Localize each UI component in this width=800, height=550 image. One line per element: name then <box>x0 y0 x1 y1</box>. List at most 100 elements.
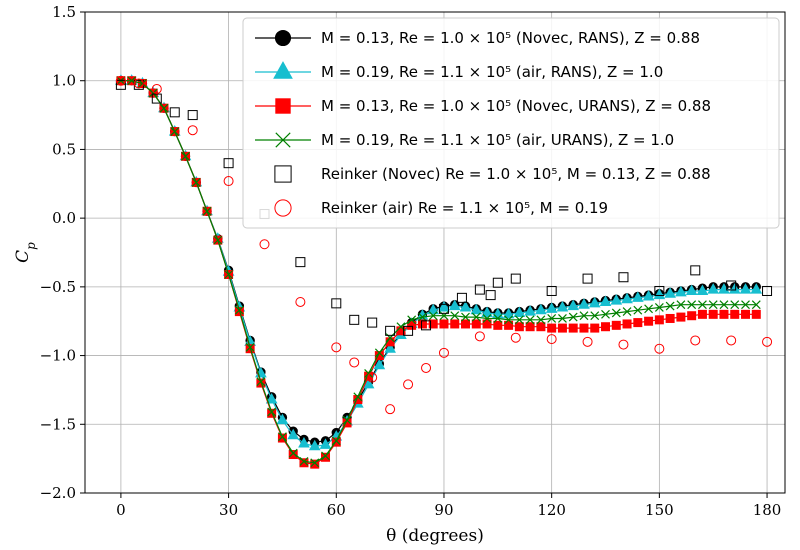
legend-marker <box>274 199 292 217</box>
data-point <box>579 323 589 333</box>
data-point <box>525 322 535 332</box>
legend-marker <box>275 98 291 114</box>
plot-frame <box>84 11 786 494</box>
data-point <box>582 273 593 284</box>
data-point <box>421 320 432 331</box>
data-point <box>582 336 593 347</box>
data-point <box>224 270 234 279</box>
legend-entry-2: M = 0.19, Re = 1.1 × 10⁵ (air, RANS), Z … <box>255 61 663 81</box>
data-point <box>504 315 514 325</box>
data-point <box>698 300 707 310</box>
legend-entry-6: Reinker (air) Re = 1.1 × 10⁵, M = 0.19 <box>274 199 608 217</box>
data-point <box>546 285 557 296</box>
data-point <box>310 459 320 469</box>
data-point <box>685 284 698 295</box>
data-point <box>461 319 471 329</box>
x-tick-label: 0 <box>116 501 126 519</box>
data-point <box>450 311 460 321</box>
data-point <box>299 456 309 466</box>
data-point <box>568 323 578 333</box>
data-point <box>696 284 709 295</box>
data-point <box>474 284 485 295</box>
data-point <box>633 318 643 328</box>
legend-marker <box>273 61 293 79</box>
data-point <box>514 322 524 332</box>
data-point <box>546 334 557 345</box>
data-point <box>547 314 557 323</box>
data-point <box>295 296 306 307</box>
legend-label: M = 0.13, Re = 1.0 × 10⁵ (Novec, RANS), … <box>321 29 700 47</box>
series-layer <box>115 74 773 469</box>
data-point <box>187 125 198 136</box>
data-point <box>482 314 492 323</box>
data-point <box>707 283 720 294</box>
data-point <box>288 448 298 458</box>
data-point <box>331 437 341 447</box>
x-tick-label: 150 <box>645 501 674 519</box>
data-point <box>644 316 654 326</box>
data-point <box>403 379 414 390</box>
data-point <box>750 283 763 294</box>
data-point <box>687 311 697 321</box>
data-point <box>524 305 536 316</box>
data-point <box>485 290 496 301</box>
data-point <box>259 239 270 250</box>
data-point <box>642 289 655 301</box>
data-point <box>653 288 666 300</box>
data-point <box>654 315 664 325</box>
data-point <box>321 452 331 462</box>
data-point <box>601 309 610 319</box>
data-point <box>364 369 374 378</box>
data-point <box>384 342 396 353</box>
data-point <box>407 315 417 325</box>
data-point <box>234 305 244 315</box>
data-point <box>331 298 342 309</box>
data-point <box>611 308 621 318</box>
data-point <box>676 312 686 322</box>
data-point <box>367 372 378 383</box>
y-axis-label: Cp <box>13 242 38 263</box>
y-tick-label: 1.0 <box>52 72 76 90</box>
data-point <box>690 335 701 346</box>
data-point <box>133 78 144 89</box>
data-point <box>726 335 737 346</box>
data-point <box>349 357 360 368</box>
data-point <box>267 407 277 417</box>
data-point <box>151 93 162 104</box>
data-point <box>510 273 521 284</box>
legend-label: M = 0.19, Re = 1.1 × 10⁵ (air, URANS), Z… <box>321 131 674 149</box>
data-point <box>187 110 198 121</box>
data-point <box>470 303 483 315</box>
data-point <box>536 315 546 325</box>
data-point <box>308 439 321 451</box>
data-point <box>665 301 675 311</box>
legend: M = 0.13, Re = 1.0 × 10⁵ (Novec, RANS), … <box>242 17 780 229</box>
data-point <box>675 285 687 297</box>
data-point <box>708 300 718 310</box>
legend-entry-1: M = 0.13, Re = 1.0 × 10⁵ (Novec, RANS), … <box>255 29 700 47</box>
series-6 <box>115 75 773 415</box>
data-point <box>331 342 342 353</box>
data-point <box>730 300 740 310</box>
data-point <box>417 319 427 329</box>
data-point <box>374 348 384 358</box>
y-tick-label: −0.5 <box>40 278 76 296</box>
legend-label: Reinker (Novec) Re = 1.0 × 10⁵, M = 0.13… <box>321 165 711 183</box>
legend-label: M = 0.19, Re = 1.1 × 10⁵ (air, RANS), Z … <box>321 63 663 81</box>
data-point <box>474 331 485 342</box>
data-point <box>353 392 363 402</box>
legend-entry-4: M = 0.19, Re = 1.1 × 10⁵ (air, URANS), Z… <box>255 131 674 149</box>
data-point <box>428 319 438 329</box>
data-point <box>159 103 169 113</box>
data-point <box>654 303 664 312</box>
data-point <box>295 257 306 268</box>
legend-marker <box>274 165 292 183</box>
data-point <box>535 303 547 315</box>
legend-label: Reinker (air) Re = 1.1 × 10⁵, M = 0.19 <box>321 199 608 217</box>
data-point <box>459 300 472 312</box>
data-point <box>191 177 201 187</box>
legend-entry-3: M = 0.13, Re = 1.0 × 10⁵ (Novec, URANS),… <box>255 97 711 115</box>
data-point <box>676 300 686 310</box>
